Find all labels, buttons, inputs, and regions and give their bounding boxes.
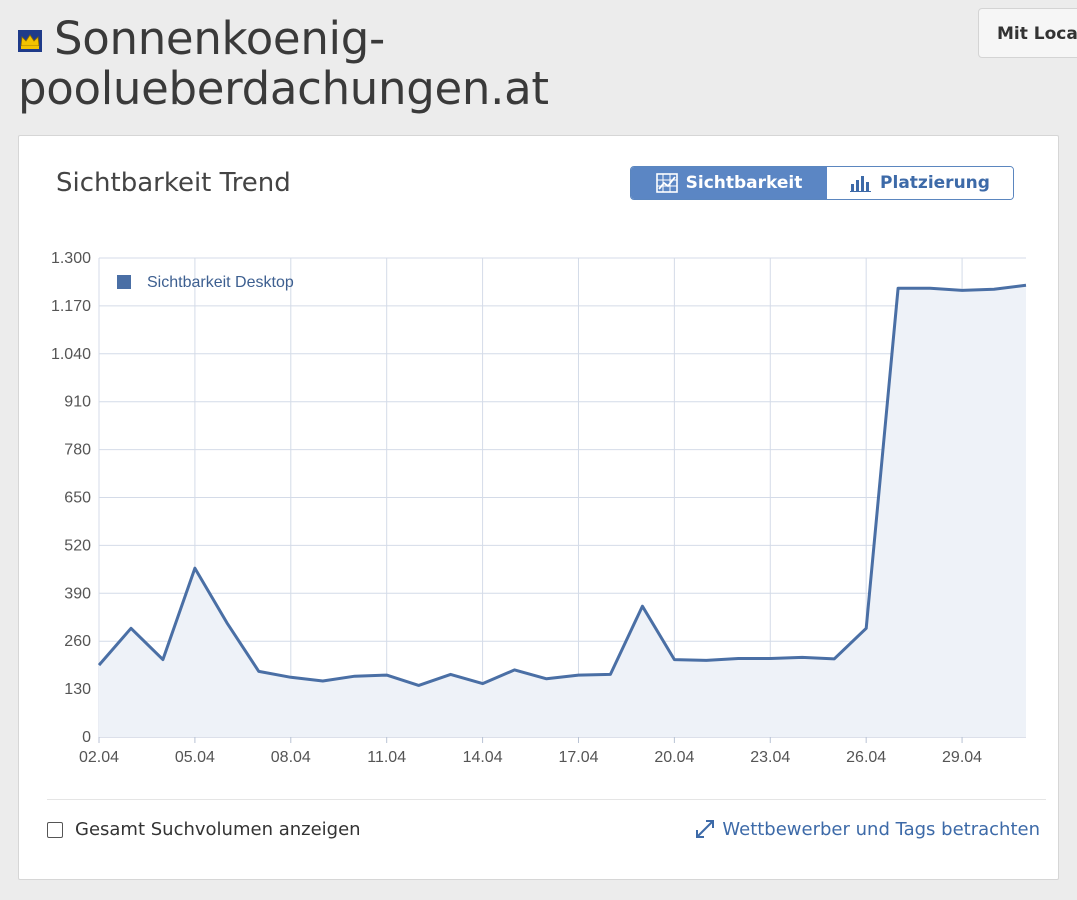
y-tick-label: 650 <box>64 490 91 507</box>
total-search-volume-toggle[interactable]: Gesamt Suchvolumen anzeigen <box>47 819 361 840</box>
total-search-volume-checkbox[interactable] <box>47 821 63 838</box>
competitors-tags-link[interactable]: Wettbewerber und Tags betrachten <box>694 818 1040 840</box>
x-tick-label: 02.04 <box>79 749 119 766</box>
y-tick-label: 520 <box>64 537 91 554</box>
x-tick-label: 20.04 <box>654 749 694 766</box>
y-tick-label: 910 <box>64 394 91 411</box>
crown-flag-icon <box>18 30 42 52</box>
chart-mode-toggle: Sichtbarkeit Platzierung <box>630 166 1014 200</box>
x-tick-label: 23.04 <box>750 749 790 766</box>
y-tick-label: 390 <box>64 585 91 602</box>
visibility-chart: 0 130 260 390 520 650 780 910 1.040 1.170 1.300 02.… <box>51 250 1027 766</box>
checkbox-label: Gesamt Suchvolumen anzeigen <box>75 819 361 840</box>
x-tick-label: 05.04 <box>175 749 215 766</box>
page-title-line1: Sonnenkoenig- <box>54 12 385 65</box>
card-title: Sichtbarkeit Trend <box>56 168 291 198</box>
visibility-trend-card: Sichtbarkeit Trend Sichtbarkeit Platzier… <box>18 135 1059 880</box>
page-title-line2: poolueberdachungen.at <box>18 62 549 115</box>
y-tick-label: 0 <box>82 729 91 746</box>
bar-chart-icon <box>850 176 872 192</box>
x-tick-label: 29.04 <box>942 749 982 766</box>
grid-chart-icon <box>655 173 678 193</box>
page-title: Sonnenkoenig- poolueberdachungen.at <box>18 12 549 114</box>
series-area <box>99 285 1026 737</box>
legend-swatch <box>117 275 131 289</box>
y-tick-label: 130 <box>64 681 91 698</box>
tab-sichtbarkeit-label: Sichtbarkeit <box>685 173 803 193</box>
divider <box>47 799 1046 800</box>
y-tick-label: 1.170 <box>51 298 91 315</box>
competitors-tags-link-label: Wettbewerber und Tags betrachten <box>722 818 1040 840</box>
local-mode-button[interactable]: Mit Loca <box>978 8 1077 58</box>
series-line <box>97 283 1027 687</box>
expand-arrows-icon <box>696 820 715 838</box>
tab-platzierung[interactable]: Platzierung <box>827 167 1013 199</box>
y-tick-label: 1.300 <box>51 250 91 267</box>
y-tick-label: 260 <box>64 633 91 650</box>
x-tick-label: 26.04 <box>846 749 886 766</box>
x-tick-label: 11.04 <box>367 749 406 766</box>
x-tick-label: 14.04 <box>463 749 503 766</box>
tab-platzierung-label: Platzierung <box>880 173 990 193</box>
y-tick-label: 780 <box>64 442 91 459</box>
legend-label: Sichtbarkeit Desktop <box>147 274 294 291</box>
x-tick-label: 08.04 <box>271 749 311 766</box>
y-tick-label: 1.040 <box>51 346 91 363</box>
tab-sichtbarkeit[interactable]: Sichtbarkeit <box>631 167 827 199</box>
x-tick-label: 17.04 <box>558 749 598 766</box>
